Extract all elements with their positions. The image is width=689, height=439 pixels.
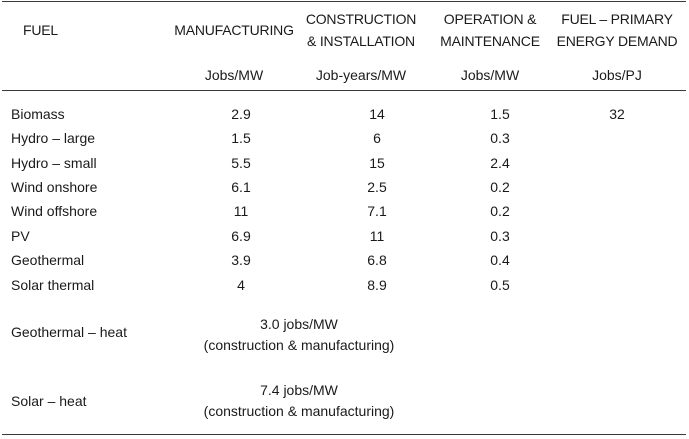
- cell-fuel-primary: 32: [609, 106, 625, 122]
- row-label: Solar – heat: [11, 393, 87, 409]
- cell-manufacturing: 6.1: [231, 179, 251, 195]
- cell-operation: 0.3: [490, 130, 510, 146]
- cell-operation: 0.4: [490, 252, 510, 268]
- header-operation-line2: MAINTENANCE: [440, 33, 540, 49]
- cell-manufacturing: 3.9: [231, 252, 251, 268]
- header-rule: [2, 90, 686, 91]
- header-operation-line1: OPERATION &: [443, 11, 537, 27]
- cell-operation: 1.5: [490, 106, 510, 122]
- header-construction-line1: CONSTRUCTION: [305, 11, 417, 27]
- cell-construction: 8.9: [367, 277, 387, 293]
- row-label: Wind offshore: [11, 203, 98, 219]
- cell-manufacturing: 2.9: [231, 106, 251, 122]
- cell-manufacturing: 1.5: [231, 130, 251, 146]
- cell-operation: 0.2: [490, 203, 510, 219]
- unit-fuel-primary: Jobs/PJ: [592, 67, 642, 83]
- cell-manufacturing: 4: [237, 277, 245, 293]
- unit-manufacturing: Jobs/MW: [204, 67, 264, 83]
- cell-manufacturing: 11: [233, 203, 249, 219]
- cell-construction: 11: [369, 228, 385, 244]
- header-fuel: FUEL: [23, 22, 58, 38]
- unit-construction: Job-years/MW: [315, 67, 407, 83]
- header-construction-line2: & INSTALLATION: [307, 33, 415, 49]
- bottom-rule: [2, 434, 686, 435]
- header-fuel-primary-line1: FUEL – PRIMARY: [561, 11, 673, 27]
- header-fuel-primary-line2: ENERGY DEMAND: [556, 33, 678, 49]
- cell-construction: 7.1: [367, 203, 387, 219]
- heat-value: 3.0 jobs/MW: [260, 316, 338, 332]
- unit-operation: Jobs/MW: [460, 67, 520, 83]
- row-label: Wind onshore: [11, 179, 98, 195]
- cell-construction: 6.8: [367, 252, 387, 268]
- heat-note: (construction & manufacturing): [203, 403, 395, 419]
- cell-operation: 0.2: [490, 179, 510, 195]
- row-label: Geothermal – heat: [11, 324, 127, 340]
- cell-manufacturing: 5.5: [231, 155, 251, 171]
- cell-operation: 2.4: [490, 155, 510, 171]
- cell-operation: 0.5: [490, 277, 510, 293]
- top-rule: [2, 1, 686, 2]
- row-label: Biomass: [11, 106, 65, 122]
- cell-construction: 2.5: [367, 179, 387, 195]
- cell-manufacturing: 6.9: [231, 228, 251, 244]
- cell-construction: 14: [369, 106, 385, 122]
- cell-construction: 6: [373, 130, 381, 146]
- cell-construction: 15: [369, 155, 385, 171]
- row-label: PV: [11, 228, 30, 244]
- row-label: Hydro – small: [11, 155, 97, 171]
- heat-value: 7.4 jobs/MW: [260, 382, 338, 398]
- cell-operation: 0.3: [490, 228, 510, 244]
- header-manufacturing: MANUFACTURING: [174, 22, 294, 38]
- row-label: Solar thermal: [11, 277, 95, 293]
- row-label: Hydro – large: [11, 130, 96, 146]
- heat-note: (construction & manufacturing): [203, 337, 395, 353]
- row-label: Geothermal: [11, 252, 85, 268]
